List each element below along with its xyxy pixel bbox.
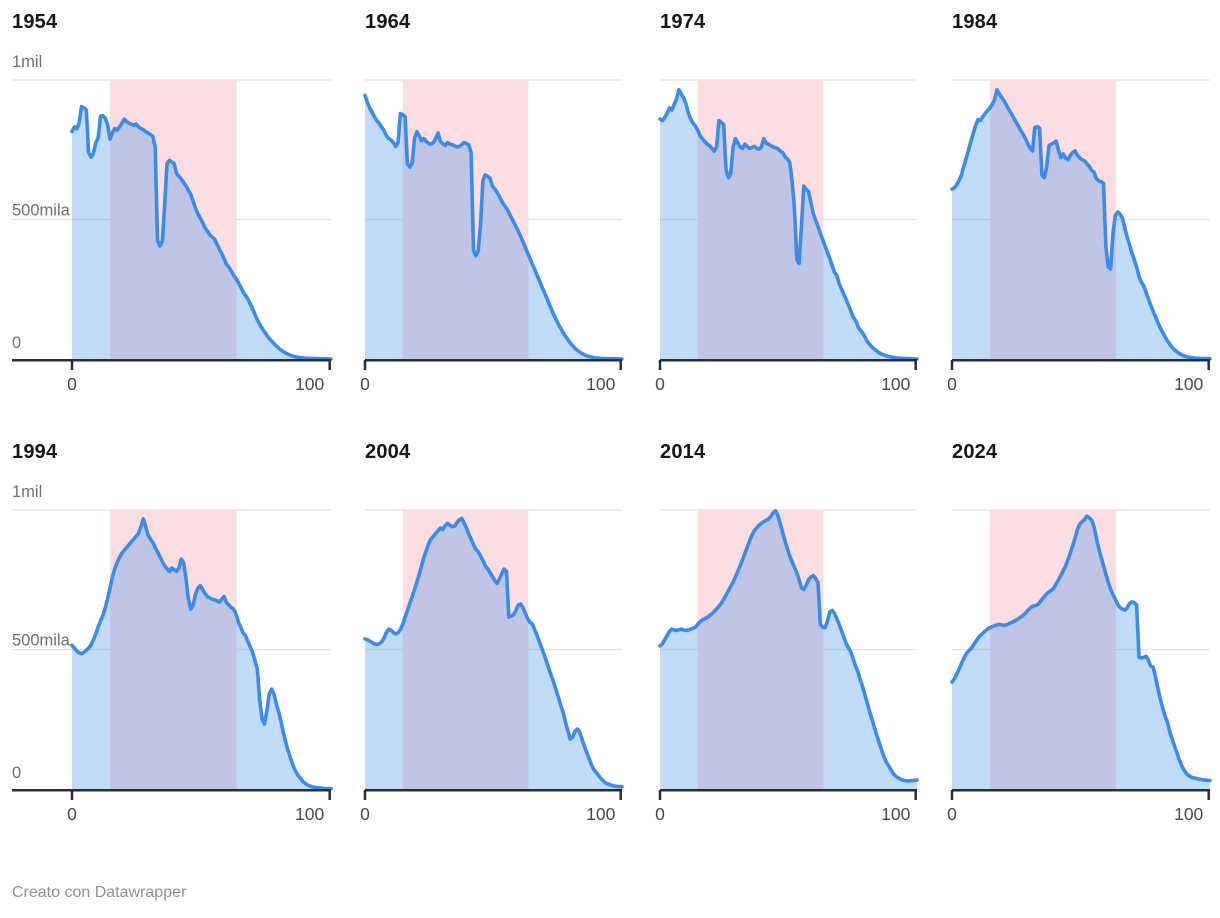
highlight-band bbox=[989, 510, 1117, 789]
x-tick-label: 0 bbox=[947, 804, 957, 824]
x-tick-label: 100 bbox=[1174, 374, 1203, 394]
highlight-band bbox=[110, 510, 237, 789]
panel-1974: 1974 0 100 bbox=[655, 10, 919, 396]
trend-line bbox=[658, 509, 919, 783]
y-axis-label: 0 bbox=[12, 764, 21, 782]
x-tick-label: 0 bbox=[360, 804, 370, 824]
x-tick-label: 0 bbox=[67, 804, 77, 824]
trend-line bbox=[950, 514, 1212, 783]
x-tick-label: 100 bbox=[586, 374, 615, 394]
x-tick-label: 0 bbox=[67, 374, 77, 394]
x-tick-label: 100 bbox=[295, 804, 324, 824]
chart-canvas: 0 100 bbox=[655, 509, 919, 824]
area-fill bbox=[72, 106, 331, 359]
y-axis-label: 0 bbox=[12, 334, 21, 352]
chart-canvas: 0 100 bbox=[947, 509, 1212, 824]
panel-title: 1954 bbox=[12, 11, 58, 33]
panel-1984: 1984 0 100 bbox=[947, 10, 1212, 396]
trend-line bbox=[658, 88, 919, 361]
trend-line bbox=[950, 88, 1212, 361]
panel-2024: 2024 0 100 bbox=[947, 440, 1212, 826]
panel-title: 1984 bbox=[952, 11, 998, 33]
chart-canvas: 0 100 bbox=[947, 79, 1212, 394]
highlight-band bbox=[697, 510, 824, 789]
panel-1994: 1994 0 100 1mil 500mila 0 bbox=[12, 440, 333, 826]
trend-line bbox=[70, 517, 333, 791]
panel-title: 2004 bbox=[365, 441, 411, 463]
attribution: Creato con Datawrapper bbox=[12, 884, 187, 901]
panel-title: 1974 bbox=[660, 11, 706, 33]
x-tick-label: 100 bbox=[586, 804, 615, 824]
x-tick-label: 100 bbox=[295, 374, 324, 394]
chart-canvas: 0 100 1mil 500mila 0 bbox=[12, 53, 333, 394]
area-fill bbox=[660, 510, 917, 789]
chart-canvas: 0 100 bbox=[360, 509, 624, 824]
highlight-band bbox=[989, 80, 1117, 359]
panel-2014: 2014 0 100 bbox=[655, 440, 919, 826]
chart-canvas: 0 100 bbox=[655, 79, 919, 394]
highlight-band bbox=[110, 80, 237, 359]
x-tick-label: 0 bbox=[655, 374, 665, 394]
trend-line bbox=[363, 516, 624, 789]
y-axis-label: 500mila bbox=[12, 632, 71, 650]
panel-1964: 1964 0 100 bbox=[360, 10, 624, 396]
x-tick-label: 0 bbox=[947, 374, 957, 394]
y-axis-label: 1mil bbox=[12, 53, 42, 71]
x-tick-label: 100 bbox=[881, 804, 910, 824]
x-tick-label: 0 bbox=[655, 804, 665, 824]
highlight-band bbox=[402, 80, 529, 359]
panel-title: 2014 bbox=[660, 441, 706, 463]
trend-line bbox=[70, 104, 333, 361]
x-tick-label: 100 bbox=[881, 374, 910, 394]
panel-title: 1994 bbox=[12, 441, 58, 463]
panel-title: 2024 bbox=[952, 441, 998, 463]
x-tick-label: 100 bbox=[1174, 804, 1203, 824]
chart-canvas: 0 100 1mil 500mila 0 bbox=[12, 483, 333, 824]
panel-title: 1964 bbox=[365, 11, 411, 33]
x-tick-label: 0 bbox=[360, 374, 370, 394]
trend-line bbox=[363, 93, 624, 361]
panel-2004: 2004 0 100 bbox=[360, 440, 624, 826]
panel-1954: 1954 0 100 1mil 500mila 0 bbox=[12, 10, 333, 396]
area-fill bbox=[365, 95, 622, 360]
y-axis-label: 500mila bbox=[12, 202, 71, 220]
y-axis-label: 1mil bbox=[12, 483, 42, 501]
chart-canvas: 0 100 bbox=[360, 79, 624, 394]
area-fill bbox=[365, 518, 622, 789]
area-fill bbox=[952, 516, 1210, 789]
